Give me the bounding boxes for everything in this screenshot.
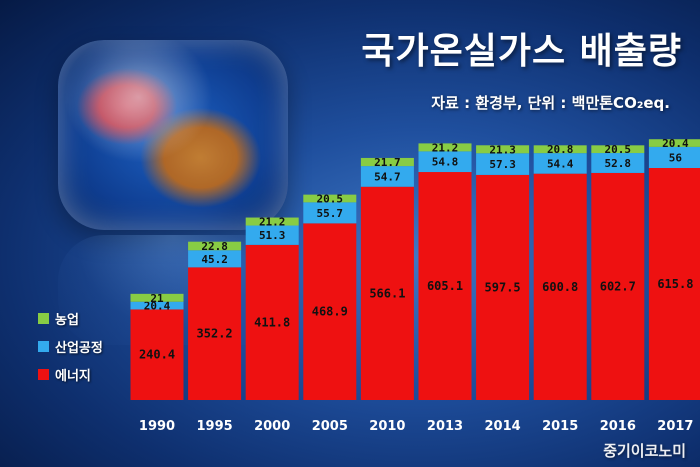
label-agriculture-2013: 21.2 [432,141,459,154]
legend: 농업 산업공정 에너지 [38,306,103,390]
label-energy-2016: 602.7 [600,279,636,293]
x-tick-2017: 2017 [657,419,693,434]
bar-energy-2016 [591,172,645,400]
label-energy-1990: 240.4 [139,348,175,362]
label-agriculture-1995: 22.8 [201,240,228,253]
label-energy-2000: 411.8 [254,315,290,329]
bar-energy-1990 [130,309,184,400]
legend-item-industry: 산업공정 [38,334,103,358]
label-agriculture-2014: 21.3 [489,143,516,156]
bar-energy-2017 [648,168,700,400]
bar-agriculture-2014 [476,145,530,154]
label-agriculture-2005: 20.5 [317,192,344,205]
bar-energy-2014 [476,174,530,400]
bar-energy-1995 [188,267,242,400]
bar-agriculture-2016 [591,145,645,154]
label-agriculture-2000: 21.2 [259,216,286,229]
bar-energy-2010 [360,186,414,400]
bar-energy-2015 [533,173,587,400]
x-tick-2014: 2014 [485,419,521,434]
bar-industry-1990 [130,301,184,310]
bar-energy-2005 [303,223,357,400]
label-energy-2015: 600.8 [542,280,578,294]
legend-swatch-energy [38,368,49,380]
label-agriculture-1990: 21 [150,292,164,305]
publisher-watermark: 중기이코노미 [603,442,686,460]
legend-item-energy: 에너지 [38,362,103,386]
bar-industry-2014 [476,153,530,175]
bar-industry-2013 [418,151,472,173]
bar-agriculture-2015 [533,145,587,154]
bar-agriculture-2000 [245,217,299,226]
bar-industry-2000 [245,225,299,245]
globe-ice-image [58,40,288,230]
label-industry-2000: 51.3 [259,229,286,242]
x-tick-1995: 1995 [197,419,233,434]
bar-agriculture-2013 [418,143,472,152]
label-industry-2015: 54.4 [547,157,574,170]
x-tick-2010: 2010 [369,419,405,434]
x-tick-1990: 1990 [139,419,175,434]
label-energy-1995: 352.2 [197,327,233,341]
bar-industry-1995 [188,250,242,268]
x-tick-2016: 2016 [600,419,636,434]
legend-swatch-agriculture [38,312,49,324]
bar-agriculture-1995 [188,241,242,251]
label-energy-2014: 597.5 [485,280,521,294]
bar-industry-2016 [591,153,645,173]
legend-swatch-industry [38,340,49,352]
label-industry-2010: 54.7 [374,170,401,183]
chart-subtitle: 자료 : 환경부, 단위 : 백만톤CO₂eq. [431,94,670,112]
bar-agriculture-2010 [360,157,414,167]
legend-label-industry: 산업공정 [55,340,103,356]
label-industry-1990: 20.4 [144,300,171,313]
bar-agriculture-2017 [648,139,700,147]
bar-agriculture-1990 [130,293,184,302]
label-industry-2014: 57.3 [489,158,516,171]
label-agriculture-2015: 20.8 [547,143,574,156]
label-agriculture-2016: 20.5 [605,143,632,156]
label-agriculture-2010: 21.7 [374,156,401,169]
label-agriculture-2017: 20.4 [662,137,689,150]
legend-label-agriculture: 농업 [55,312,79,328]
label-industry-2013: 54.8 [432,156,459,169]
bar-energy-2013 [418,172,472,400]
legend-label-energy: 에너지 [55,368,91,384]
label-energy-2010: 566.1 [369,286,405,300]
bar-industry-2005 [303,202,357,224]
x-tick-2005: 2005 [312,419,348,434]
bar-industry-2010 [360,166,414,187]
label-industry-2005: 55.7 [317,207,344,220]
chart-title: 국가온실가스 배출량 [361,31,682,72]
bar-agriculture-2005 [303,194,357,203]
label-energy-2013: 605.1 [427,279,463,293]
bar-energy-2000 [245,244,299,400]
legend-item-agriculture: 농업 [38,306,103,330]
x-tick-2015: 2015 [542,419,578,434]
label-industry-1995: 45.2 [201,253,228,266]
label-industry-2016: 52.8 [605,157,632,170]
bar-industry-2017 [648,146,700,168]
bar-industry-2015 [533,153,587,174]
x-tick-2013: 2013 [427,419,463,434]
label-industry-2017: 56 [669,151,683,164]
label-energy-2005: 468.9 [312,305,348,319]
label-energy-2017: 615.8 [657,277,693,291]
x-tick-2000: 2000 [254,419,290,434]
